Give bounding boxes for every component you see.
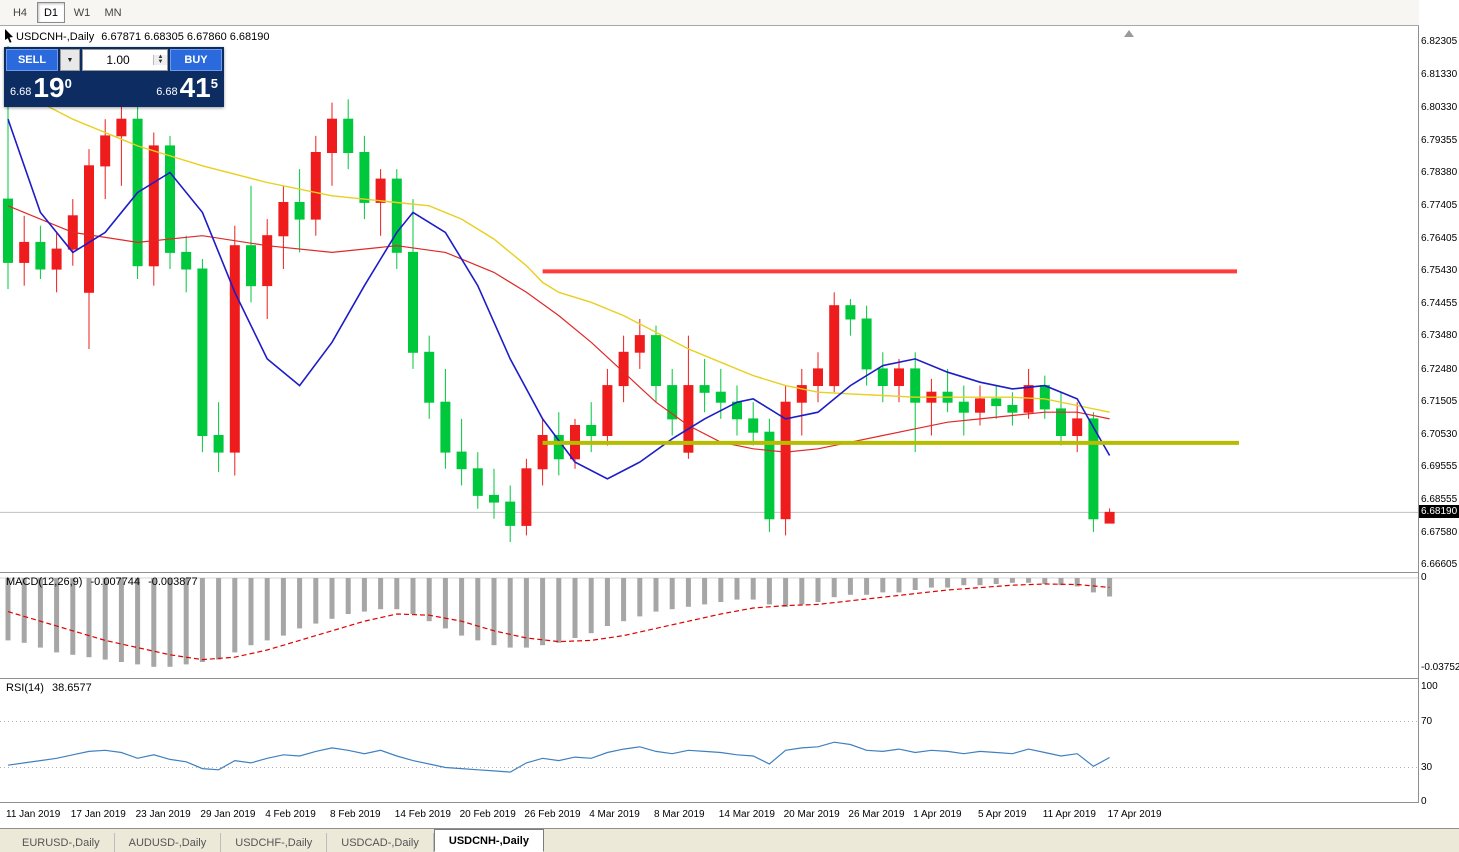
price-axis-label: 6.80330 <box>1421 102 1458 114</box>
macd-axis-label: 0 <box>1421 572 1427 583</box>
price-axis-label: 6.67580 <box>1421 526 1458 538</box>
date-axis-label: 1 Apr 2019 <box>913 809 962 820</box>
buy-button[interactable]: BUY <box>170 49 222 71</box>
date-axis[interactable]: 11 Jan 2019 17 Jan 2019 23 Jan 2019 29 Jan … <box>0 803 1418 828</box>
date-axis-label: 17 Apr 2019 <box>1107 809 1162 820</box>
date-axis-label: 4 Feb 2019 <box>265 809 316 820</box>
macd-info: MACD(12,26,9) -0.007744 -0.003877 <box>6 576 203 588</box>
date-axis-label: 26 Feb 2019 <box>524 809 581 820</box>
chart-symbol-label: USDCNH-,Daily <box>16 31 95 43</box>
timeframe-button-h4[interactable]: H4 <box>12 6 28 19</box>
macd-signal-value: -0.003877 <box>148 576 198 588</box>
rsi-axis-label: 30 <box>1421 761 1433 773</box>
macd-name: MACD(12,26,9) <box>6 576 83 588</box>
price-axis[interactable]: 6.82305 6.81330 6.80330 6.79355 6.78380 6.774… <box>1419 0 1459 852</box>
timeframe-button-w1[interactable]: W1 <box>73 6 91 19</box>
panel-separator[interactable] <box>0 678 1459 679</box>
price-chart-panel <box>0 26 1418 572</box>
chart-title: USDCNH-,Daily 6.67871 6.68305 6.67860 6.… <box>16 31 274 43</box>
price-axis-label: 6.72480 <box>1421 363 1458 375</box>
date-axis-label: 29 Jan 2019 <box>200 809 256 820</box>
price-axis-label: 6.77405 <box>1421 199 1458 211</box>
rsi-name: RSI(14) <box>6 682 44 694</box>
date-axis-label: 20 Mar 2019 <box>783 809 840 820</box>
current-price-badge: 6.68190 <box>1419 505 1459 519</box>
sell-price-pip: 0 <box>64 76 72 91</box>
buy-price-prefix: 6.68 <box>156 86 178 98</box>
price-axis-label: 6.75430 <box>1421 265 1458 277</box>
rsi-canvas[interactable] <box>0 679 1418 803</box>
price-axis-separator <box>1418 26 1419 802</box>
tab-eurusd[interactable]: EURUSD-,Daily <box>8 833 115 852</box>
price-chart-canvas[interactable] <box>0 26 1418 572</box>
macd-axis-label: -0.03752 <box>1421 662 1459 673</box>
price-axis-label: 6.76405 <box>1421 232 1458 244</box>
tab-usdcad[interactable]: USDCAD-,Daily <box>327 833 434 852</box>
rsi-axis-label: 0 <box>1421 796 1427 807</box>
rsi-panel <box>0 679 1418 803</box>
date-axis-label: 11 Jan 2019 <box>6 809 61 820</box>
price-axis-label: 6.68555 <box>1421 494 1458 506</box>
price-axis-label: 6.82305 <box>1421 36 1458 48</box>
rsi-axis-label: 100 <box>1421 681 1438 692</box>
date-axis-label: 14 Mar 2019 <box>718 809 775 820</box>
macd-panel <box>0 573 1418 677</box>
price-axis-label: 6.71505 <box>1421 396 1458 408</box>
price-axis-label: 6.78380 <box>1421 167 1458 179</box>
date-axis-label: 8 Mar 2019 <box>654 809 705 820</box>
date-axis-label: 14 Feb 2019 <box>394 809 451 820</box>
scroll-to-end-icon[interactable] <box>1124 30 1134 37</box>
rsi-axis-label: 70 <box>1421 715 1433 727</box>
sell-price[interactable]: 6.68 19 0 <box>10 72 72 103</box>
volume-spinner: ▲ ▼ <box>153 54 167 65</box>
cursor-pointer-icon <box>4 29 15 44</box>
chart-tab-bar: EURUSD-,Daily AUDUSD-,Daily USDCHF-,Dail… <box>0 828 1459 852</box>
price-axis-label: 6.66605 <box>1421 559 1458 571</box>
one-click-trading-panel: SELL ▼ ▲ ▼ BUY 6.68 19 0 6.68 41 5 <box>4 47 224 107</box>
volume-field-wrap: ▲ ▼ <box>82 49 168 71</box>
timeframe-button-mn[interactable]: MN <box>104 6 122 19</box>
date-axis-label: 17 Jan 2019 <box>70 809 126 820</box>
volume-up-icon[interactable]: ▲ <box>154 54 167 60</box>
date-axis-label: 8 Feb 2019 <box>330 809 381 820</box>
date-axis-label: 26 Mar 2019 <box>848 809 905 820</box>
tab-usdchf[interactable]: USDCHF-,Daily <box>221 833 328 852</box>
panel-separator[interactable] <box>0 572 1459 573</box>
rsi-info: RSI(14) 38.6577 <box>6 682 97 694</box>
date-axis-label: 11 Apr 2019 <box>1042 809 1096 820</box>
volume-down-icon[interactable]: ▼ <box>154 59 167 65</box>
rsi-value: 38.6577 <box>51 682 92 694</box>
price-axis-label: 6.74455 <box>1421 297 1458 309</box>
price-axis-label: 6.79355 <box>1421 134 1458 146</box>
date-axis-label: 4 Mar 2019 <box>589 809 640 820</box>
macd-main-value: -0.007744 <box>90 576 141 588</box>
timeframe-button-d1[interactable]: D1 <box>37 2 65 23</box>
tab-usdcnh[interactable]: USDCNH-,Daily <box>433 829 544 852</box>
tab-audusd[interactable]: AUDUSD-,Daily <box>115 833 222 852</box>
date-axis-label: 20 Feb 2019 <box>459 809 516 820</box>
order-type-dropdown[interactable]: ▼ <box>60 49 80 71</box>
buy-price-big-digits: 41 <box>179 72 211 103</box>
buy-price[interactable]: 6.68 41 5 <box>156 72 218 103</box>
sell-price-prefix: 6.68 <box>10 86 32 98</box>
date-axis-label: 5 Apr 2019 <box>978 809 1027 820</box>
chart-ohlc-values: 6.67871 6.68305 6.67860 6.68190 <box>101 31 270 43</box>
price-axis-label: 6.73480 <box>1421 330 1458 342</box>
sell-price-big-digits: 19 <box>33 72 65 103</box>
buy-price-pip: 5 <box>210 76 218 91</box>
price-axis-label: 6.69555 <box>1421 460 1458 472</box>
axis-separator <box>0 802 1459 803</box>
date-axis-label: 23 Jan 2019 <box>135 809 191 820</box>
sell-button[interactable]: SELL <box>6 49 58 71</box>
timeframe-toolbar: H4 D1 W1 MN <box>0 0 1459 26</box>
macd-canvas[interactable] <box>0 573 1418 677</box>
price-axis-label: 6.81330 <box>1421 68 1458 80</box>
volume-input[interactable] <box>83 52 153 68</box>
price-axis-label: 6.70530 <box>1421 428 1458 440</box>
